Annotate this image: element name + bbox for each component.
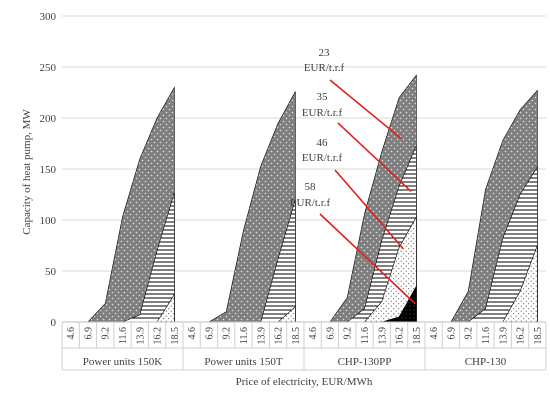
group-label: Power units 150T (204, 356, 283, 368)
group-label: CHP-130PP (338, 356, 392, 368)
y-tick-label: 0 (51, 317, 57, 329)
y-tick-label: 50 (45, 266, 57, 278)
annotation-unit: EUR/t.r.f (302, 107, 343, 119)
x-tick-label: 16.2 (153, 327, 164, 345)
x-tick-label: 18.5 (170, 327, 181, 345)
x-tick-label: 6.9 (204, 327, 215, 340)
x-tick-label: 13.9 (377, 327, 388, 345)
y-tick-label: 150 (40, 164, 57, 176)
x-tick-label: 9.2 (101, 327, 112, 340)
annotation-unit: EUR/t.r.f (304, 62, 345, 74)
y-axis-title: Capacity of heat pump, MW (21, 109, 33, 235)
x-tick-label: 11.6 (481, 327, 492, 344)
group-label: Power units 150K (83, 356, 163, 368)
annotation-unit: EUR/t.r.f (290, 197, 331, 209)
x-tick-label: 4.6 (66, 327, 77, 340)
group-label: CHP-130 (465, 356, 507, 368)
y-tick-label: 200 (40, 113, 57, 125)
x-tick-label: 18.5 (533, 327, 544, 345)
x-tick-label: 6.9 (83, 327, 94, 340)
x-tick-label: 11.6 (239, 327, 250, 344)
x-tick-label: 16.2 (516, 327, 527, 345)
x-tick-label: 13.9 (498, 327, 509, 345)
x-tick-label: 16.2 (395, 327, 406, 345)
x-tick-label: 6.9 (325, 327, 336, 340)
annotation-arrow (337, 122, 412, 193)
x-tick-label: 18.5 (291, 327, 302, 345)
x-tick-label: 9.2 (464, 327, 475, 340)
x-tick-label: 6.9 (446, 327, 457, 340)
y-tick-label: 100 (40, 215, 57, 227)
annotation-arrow (329, 79, 402, 140)
x-tick-label: 13.9 (256, 327, 267, 345)
x-tick-label: 11.6 (118, 327, 129, 344)
annotation-unit: EUR/t.r.f (302, 152, 343, 164)
y-tick-label: 300 (40, 11, 57, 23)
x-tick-label: 4.6 (429, 327, 440, 340)
x-tick-label: 4.6 (308, 327, 319, 340)
x-tick-label: 18.5 (412, 327, 423, 345)
x-tick-label: 4.6 (187, 327, 198, 340)
x-tick-label: 13.9 (135, 327, 146, 345)
annotation-value: 46 (317, 137, 329, 149)
x-tick-label: 16.2 (274, 327, 285, 345)
x-axis-title: Price of electricity, EUR/MWh (236, 376, 373, 388)
annotation-arrow (319, 213, 416, 305)
x-tick-label: 9.2 (222, 327, 233, 340)
annotation-arrow (334, 169, 404, 250)
annotation-value: 35 (317, 91, 329, 103)
x-tick-label: 9.2 (343, 327, 354, 340)
x-tick-label: 11.6 (360, 327, 371, 344)
annotation-value: 23 (319, 47, 331, 59)
y-tick-label: 250 (40, 62, 57, 74)
annotation-value: 58 (305, 181, 317, 193)
